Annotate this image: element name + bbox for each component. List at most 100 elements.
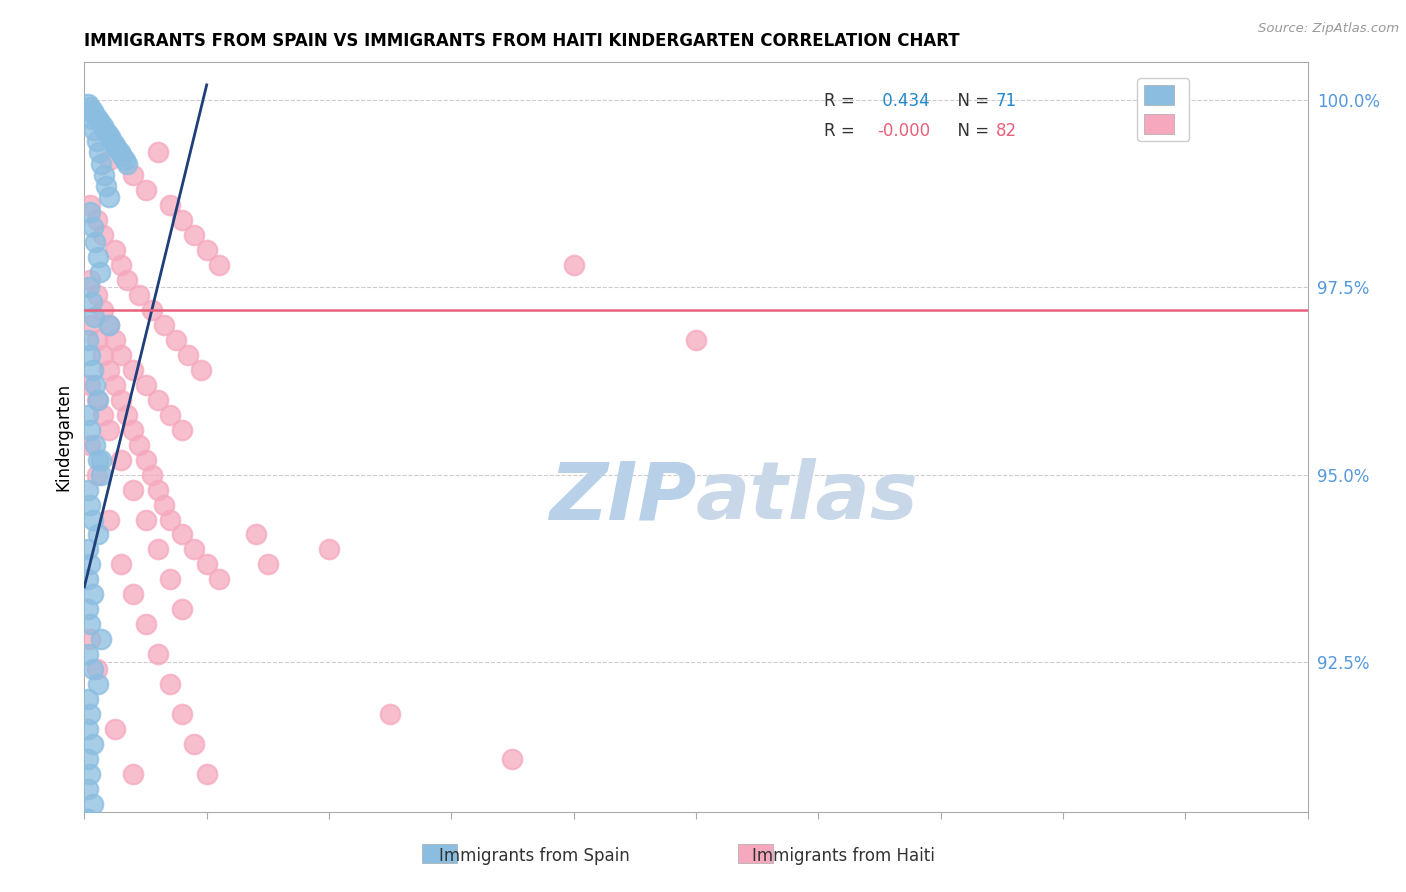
Point: [77, 96, 100, 111]
Point: [104, 243, 127, 257]
Point: [93, 168, 115, 182]
Point: [90, 632, 112, 647]
Text: Immigrants from Haiti: Immigrants from Haiti: [752, 847, 935, 865]
Point: [80, 112, 103, 126]
Text: N =: N =: [946, 122, 994, 140]
Point: [79, 423, 101, 437]
Point: [82, 220, 104, 235]
Point: [172, 423, 194, 437]
Point: [122, 362, 145, 376]
Y-axis label: Kindergarten: Kindergarten: [55, 383, 73, 491]
Point: [153, 498, 176, 512]
Point: [82, 362, 104, 376]
Point: [77, 573, 100, 587]
Point: [79, 558, 101, 572]
Point: [97, 127, 120, 141]
Point: [195, 243, 218, 257]
Point: [108, 145, 131, 160]
Point: [84, 437, 107, 451]
Point: [79, 348, 101, 362]
Point: [87, 452, 110, 467]
Point: [146, 648, 169, 662]
Point: [79, 273, 101, 287]
Point: [96, 179, 118, 194]
Point: [83, 123, 105, 137]
Point: [82, 662, 104, 676]
Point: [135, 512, 157, 526]
Point: [77, 692, 100, 706]
Point: [159, 512, 181, 526]
Point: [89, 265, 111, 279]
Point: [146, 542, 169, 557]
Point: [115, 408, 138, 422]
Point: [97, 190, 120, 204]
Text: 0.434: 0.434: [877, 93, 929, 111]
Point: [208, 573, 231, 587]
Point: [82, 797, 104, 812]
Point: [79, 205, 101, 219]
Point: [135, 183, 157, 197]
Point: [135, 617, 157, 632]
Point: [82, 512, 104, 526]
Point: [177, 348, 200, 362]
Point: [82, 104, 104, 119]
Point: [86, 134, 108, 148]
Point: [79, 198, 101, 212]
Point: [84, 377, 107, 392]
Point: [86, 287, 108, 301]
Point: [104, 137, 127, 152]
Point: [87, 677, 110, 691]
Text: atlas: atlas: [696, 458, 918, 536]
Point: [79, 498, 101, 512]
Point: [90, 156, 112, 170]
Point: [77, 333, 100, 347]
Point: [84, 108, 107, 122]
Point: [89, 115, 111, 129]
Text: IMMIGRANTS FROM SPAIN VS IMMIGRANTS FROM HAITI KINDERGARTEN CORRELATION CHART: IMMIGRANTS FROM SPAIN VS IMMIGRANTS FROM…: [84, 32, 960, 50]
Point: [87, 145, 110, 160]
Point: [122, 587, 145, 601]
Point: [104, 377, 127, 392]
Point: [97, 362, 120, 376]
Point: [87, 112, 110, 126]
Point: [380, 707, 402, 722]
Point: [79, 318, 101, 332]
Point: [77, 408, 100, 422]
Point: [97, 423, 120, 437]
Text: R =: R =: [824, 122, 860, 140]
Point: [159, 677, 181, 691]
Point: [105, 142, 128, 156]
Point: [86, 333, 108, 347]
Point: [90, 452, 112, 467]
Point: [141, 302, 163, 317]
Point: [128, 437, 150, 451]
Point: [153, 318, 176, 332]
Point: [87, 250, 110, 264]
Point: [79, 377, 101, 392]
Point: [110, 452, 132, 467]
Text: 71: 71: [995, 93, 1017, 111]
Point: [114, 153, 136, 167]
Point: [82, 737, 104, 751]
Point: [104, 333, 127, 347]
Point: [195, 767, 218, 781]
Point: [159, 198, 181, 212]
Point: [77, 812, 100, 826]
Point: [122, 767, 145, 781]
Point: [502, 752, 524, 766]
Point: [135, 377, 157, 392]
Point: [79, 632, 101, 647]
Point: [79, 707, 101, 722]
Point: [86, 467, 108, 482]
Point: [79, 617, 101, 632]
Point: [165, 333, 187, 347]
Point: [77, 752, 100, 766]
Point: [146, 392, 169, 407]
Text: 82: 82: [995, 122, 1017, 140]
Point: [97, 153, 120, 167]
Point: [122, 483, 145, 497]
Text: N =: N =: [946, 93, 994, 111]
Point: [195, 558, 218, 572]
Text: Source: ZipAtlas.com: Source: ZipAtlas.com: [1258, 22, 1399, 36]
Point: [97, 318, 120, 332]
